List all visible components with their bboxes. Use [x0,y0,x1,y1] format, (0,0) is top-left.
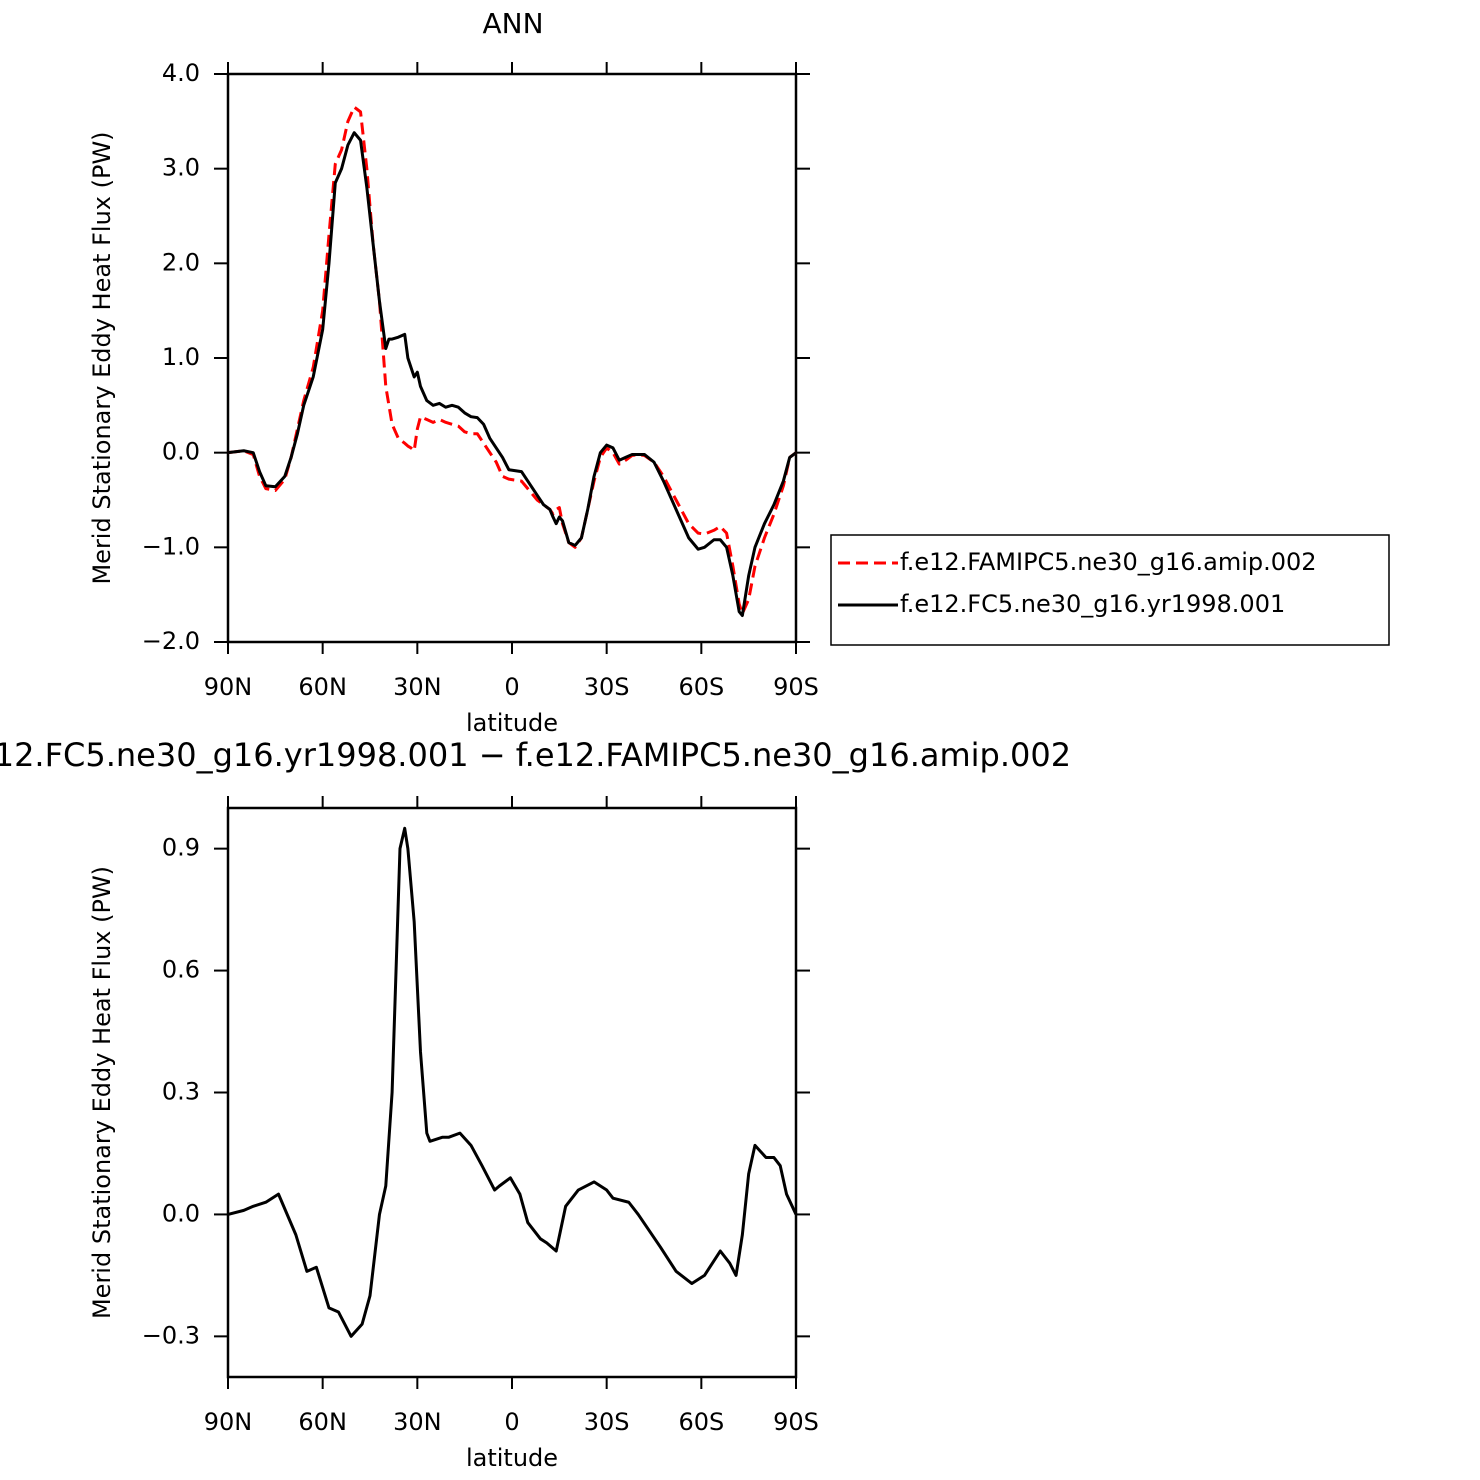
y-tick-label: 0.6 [162,956,200,984]
y-tick-label: −1.0 [142,532,200,560]
x-tick-label: 30S [584,1408,630,1436]
data-line [227,105,797,616]
y-axis-label: Merid Stationary Eddy Heat Flux (PW) [88,866,116,1319]
y-tick-label: 0.0 [162,438,200,466]
x-tick-label: 0 [504,1408,519,1436]
legend-box [830,534,1390,646]
data-line [227,131,797,617]
x-tick-label: 60S [678,1408,724,1436]
x-tick-label: 30N [393,1408,442,1436]
y-axis-label: Merid Stationary Eddy Heat Flux (PW) [88,131,116,584]
x-tick-label: 30N [393,673,442,701]
y-tick-label: 2.0 [162,248,200,276]
x-tick-label: 90S [773,1408,819,1436]
y-tick-label: 0.0 [162,1199,200,1227]
chart-title: ANN [482,7,543,40]
y-tick-label: 4.0 [162,59,200,87]
x-tick-label: 90S [773,673,819,701]
data-line [227,826,798,1338]
legend-label: f.e12.FC5.ne30_g16.yr1998.001 [900,590,1285,618]
x-axis-label: latitude [466,709,558,737]
y-tick-label: 1.0 [162,343,200,371]
y-tick-label: −2.0 [142,627,200,655]
x-tick-label: 30S [584,673,630,701]
x-tick-label: 0 [504,673,519,701]
x-tick-label: 60S [678,673,724,701]
x-tick-label: 60N [298,673,347,701]
y-tick-label: 0.3 [162,1078,200,1106]
chart-title: f.e12.FC5.ne30_g16.yr1998.001 − f.e12.FA… [0,736,1071,774]
x-axis-label: latitude [466,1444,558,1472]
legend-label: f.e12.FAMIPC5.ne30_g16.amip.002 [900,548,1317,576]
x-tick-label: 90N [204,673,253,701]
y-tick-label: 0.9 [162,834,200,862]
y-tick-label: 3.0 [162,154,200,182]
y-tick-label: −0.3 [142,1321,200,1349]
x-tick-label: 60N [298,1408,347,1436]
x-tick-label: 90N [204,1408,253,1436]
